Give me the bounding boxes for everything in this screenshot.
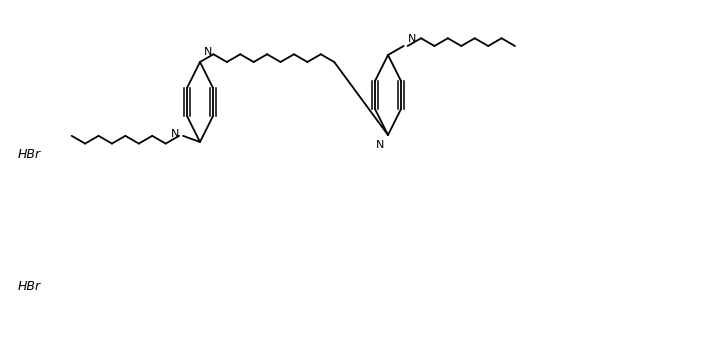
Text: HBr: HBr	[18, 147, 41, 161]
Text: N: N	[407, 34, 416, 44]
Text: N: N	[376, 140, 384, 150]
Text: N: N	[204, 47, 213, 57]
Text: N: N	[171, 129, 179, 139]
Text: HBr: HBr	[18, 280, 41, 294]
